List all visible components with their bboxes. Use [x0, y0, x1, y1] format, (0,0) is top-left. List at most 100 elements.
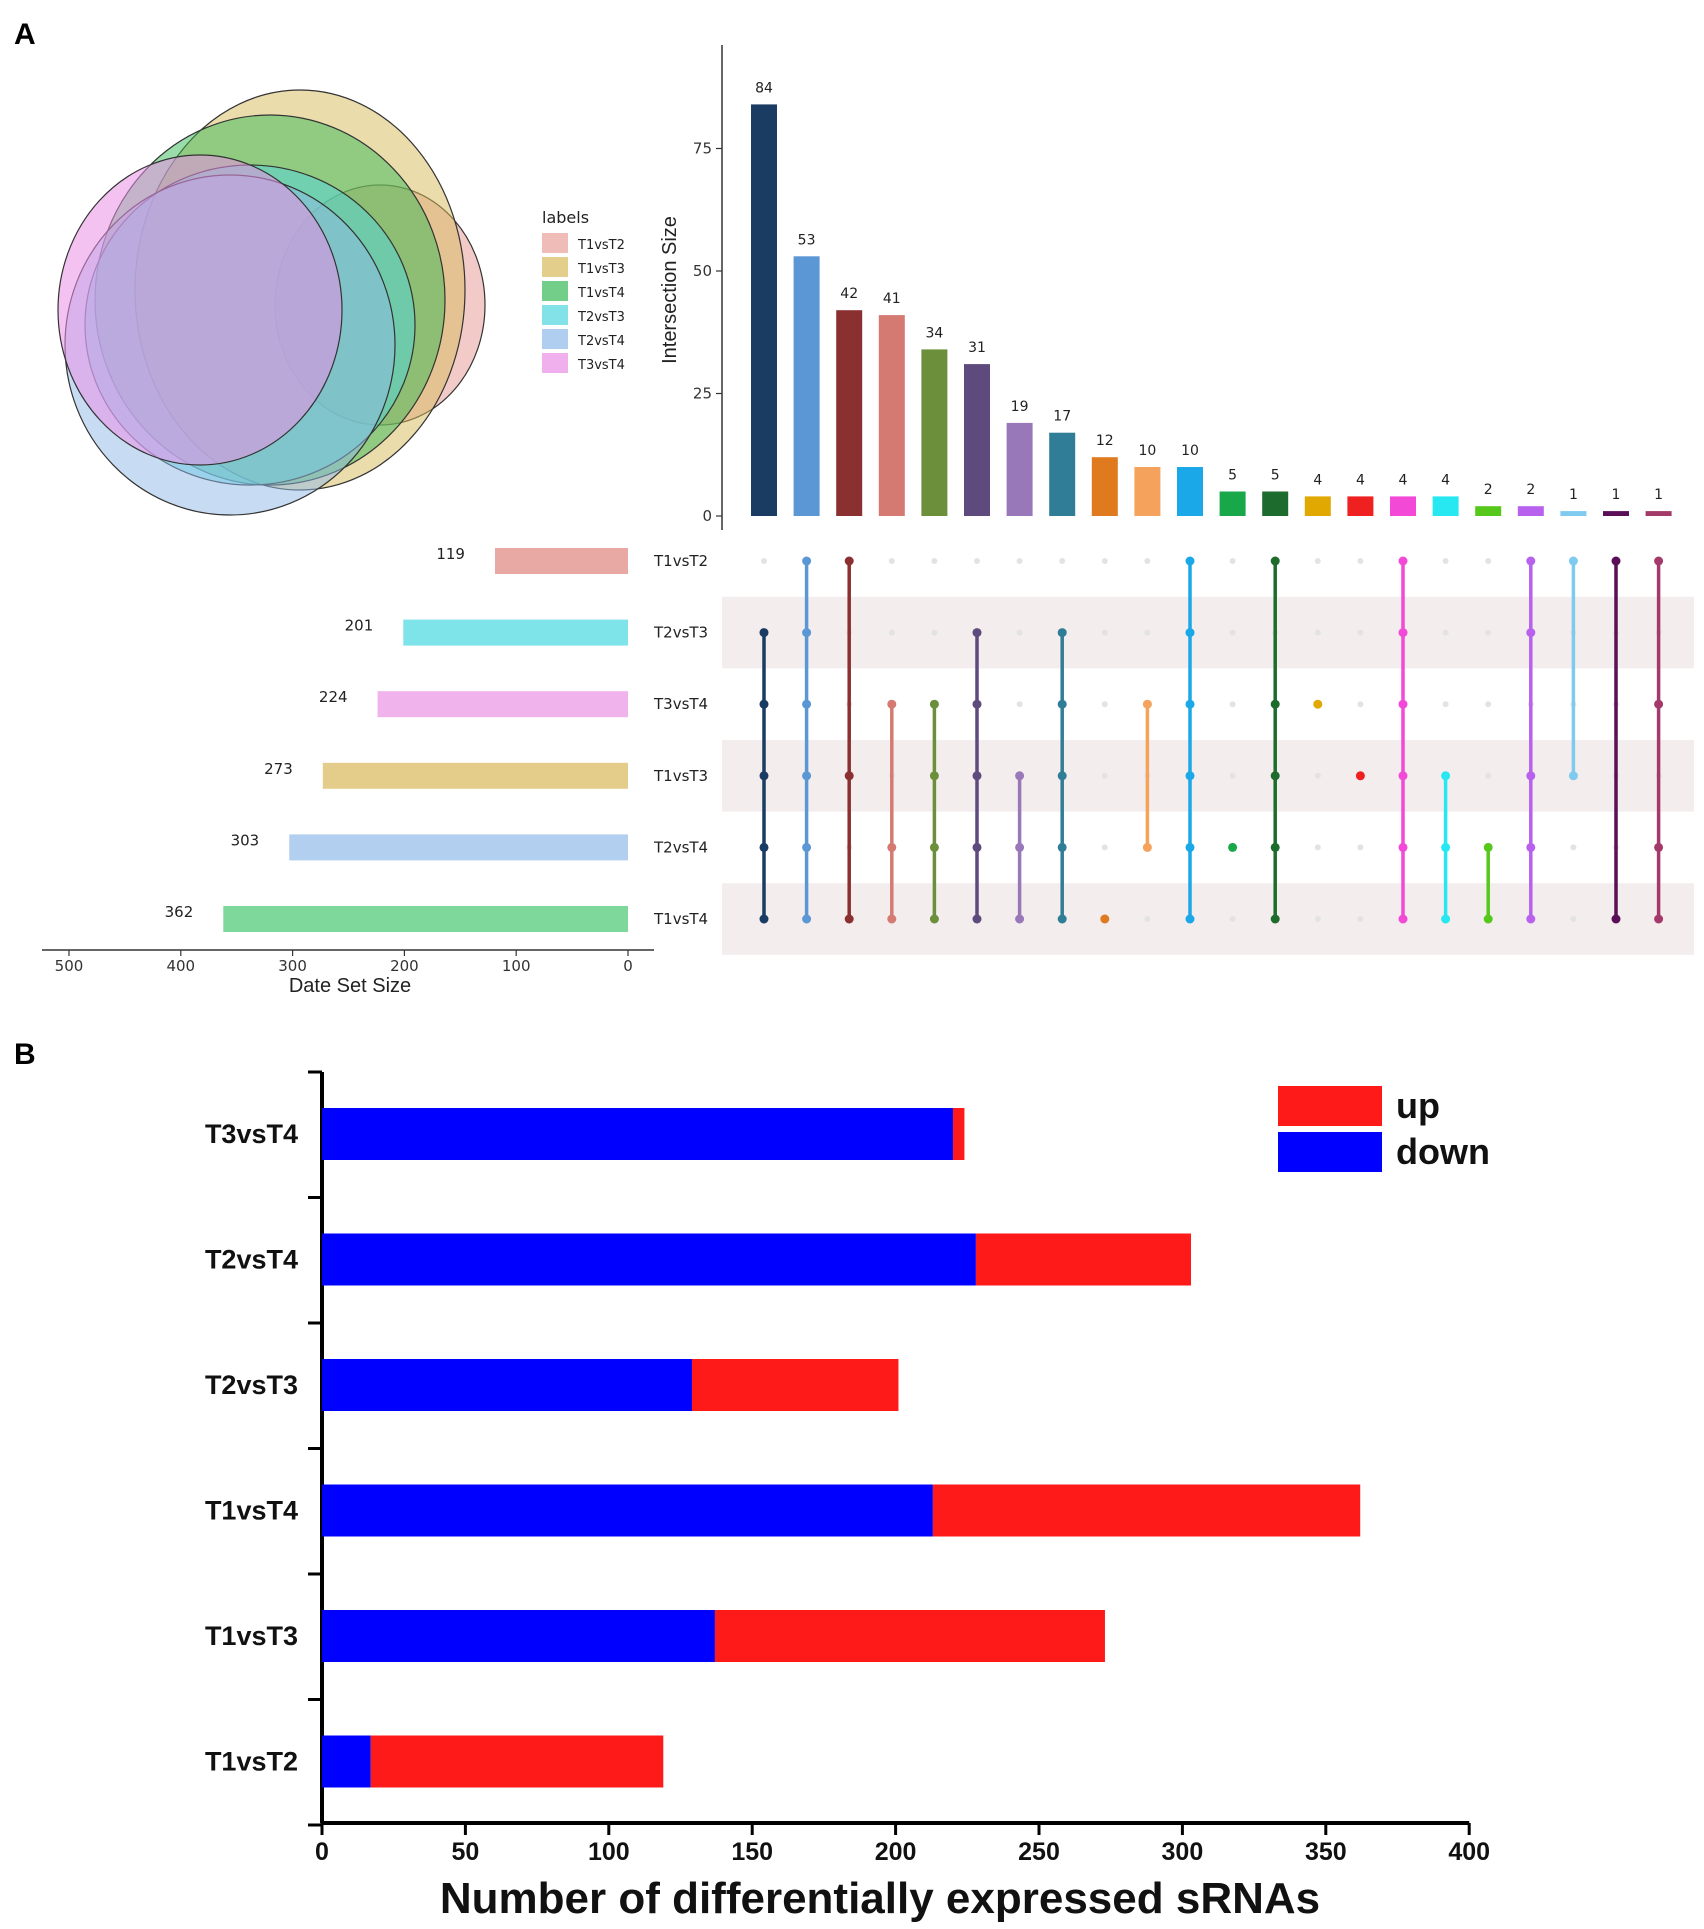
- panel-b-x-tick-label: 150: [731, 1838, 773, 1866]
- panel-b-bar-segment-up: [932, 1484, 1361, 1537]
- upset-matrix-dot: [1185, 914, 1195, 924]
- venn-legend-label: T1vsT2: [577, 238, 625, 253]
- upset-bar-label: 2: [1484, 482, 1493, 498]
- panel-b-legend-swatch: [1278, 1086, 1382, 1126]
- set-size-bar: [377, 691, 628, 718]
- upset-matrix-dot: [802, 628, 812, 638]
- upset-matrix-empty-dot: [1059, 558, 1066, 564]
- upset-bar: [1262, 491, 1289, 516]
- upset-matrix-dot: [972, 914, 982, 924]
- upset-bar-label: 4: [1441, 472, 1450, 488]
- set-size-x-tick-label: 300: [278, 957, 307, 975]
- upset-bar: [1517, 506, 1544, 516]
- upset-matrix-empty-dot: [1101, 701, 1108, 708]
- panel-b-x-tick-label: 300: [1162, 1838, 1204, 1866]
- upset-bar: [1134, 467, 1161, 516]
- upset-matrix-dot: [1611, 556, 1621, 566]
- set-size-bar-label: 362: [165, 903, 194, 921]
- panel-b-category-label: T2vsT4: [205, 1245, 298, 1275]
- upset-bar-label: 2: [1526, 482, 1535, 498]
- panel-b-x-tick-label: 200: [875, 1838, 917, 1866]
- upset-bar-label: 19: [1011, 399, 1029, 415]
- upset-bar-label: 1: [1654, 487, 1663, 503]
- upset-bar: [751, 104, 777, 517]
- set-size-bar: [322, 762, 628, 789]
- panel-b-category-label: T1vsT3: [205, 1621, 298, 1651]
- upset-matrix-empty-dot: [1229, 916, 1236, 922]
- upset-bar-label: 12: [1096, 433, 1114, 449]
- upset-matrix-dot: [844, 771, 854, 781]
- upset-bar: [1475, 506, 1502, 516]
- venn-legend-label: T3vsT4: [577, 358, 625, 373]
- upset-matrix-dot: [972, 842, 982, 852]
- upset-set-label: T3vsT4: [653, 695, 708, 713]
- upset-matrix-empty-dot: [931, 629, 938, 636]
- upset-matrix-dot: [1355, 771, 1365, 781]
- upset-set-label: T1vsT4: [653, 910, 708, 928]
- upset-matrix-empty-dot: [888, 629, 895, 636]
- upset-matrix-empty-dot: [1144, 558, 1151, 564]
- upset-matrix-dot: [1654, 914, 1664, 924]
- set-size-x-tick-label: 0: [623, 957, 633, 975]
- panel-b-category-label: T3vsT4: [205, 1119, 298, 1149]
- set-size-bar: [223, 906, 628, 932]
- set-size-bar: [494, 548, 628, 574]
- upset-matrix-empty-dot: [1101, 844, 1108, 851]
- upset-matrix-dot: [887, 914, 897, 924]
- panel-b-x-tick-label: 400: [1448, 1838, 1490, 1866]
- upset-matrix-dot: [1654, 556, 1664, 566]
- panel-b-bar-segment-down: [322, 1233, 976, 1286]
- panel-b-x-tick-label: 100: [588, 1838, 630, 1866]
- upset-bar: [964, 364, 990, 516]
- panel-b-category-label: T2vsT3: [205, 1370, 298, 1400]
- venn-legend-swatch: [542, 257, 568, 277]
- panel-b-bar-segment-up: [714, 1610, 1105, 1662]
- upset-matrix-empty-dot: [1314, 916, 1321, 922]
- set-size-bar-label: 224: [319, 688, 348, 706]
- upset-matrix-dot: [1483, 842, 1493, 852]
- upset-matrix-dot: [1398, 556, 1408, 566]
- venn-legend-label: T1vsT4: [577, 286, 625, 301]
- upset-matrix-dot: [972, 699, 982, 709]
- upset-bar: [1390, 496, 1416, 516]
- upset-bar-label: 34: [925, 325, 943, 341]
- upset-matrix-dot: [802, 771, 812, 781]
- upset-matrix-dot: [1185, 556, 1195, 566]
- upset-matrix-dot: [759, 842, 769, 852]
- upset-matrix-dot: [1057, 914, 1067, 924]
- set-size-x-tick-label: 200: [390, 957, 419, 975]
- venn-legend-swatch: [542, 281, 568, 301]
- upset-matrix-dot: [1057, 628, 1067, 638]
- upset-matrix-empty-dot: [1314, 558, 1321, 564]
- upset-matrix-empty-dot: [1570, 916, 1577, 922]
- upset-bar-label: 84: [755, 80, 773, 96]
- panel-b-x-axis-title: Number of differentially expressed sRNAs: [440, 1874, 1320, 1923]
- set-size-bar: [289, 834, 628, 861]
- upset-matrix-dot: [1100, 914, 1110, 924]
- upset-matrix-empty-dot: [1357, 629, 1364, 636]
- upset-matrix-empty-dot: [1357, 916, 1364, 922]
- upset-bar-label: 4: [1399, 472, 1408, 488]
- upset-bar: [1006, 422, 1033, 516]
- upset-matrix-dot: [1185, 842, 1195, 852]
- upset-matrix-dot: [1142, 699, 1152, 709]
- upset-matrix-dot: [1057, 771, 1067, 781]
- upset-bar: [1645, 511, 1672, 516]
- upset-matrix-empty-dot: [931, 558, 938, 564]
- upset-matrix-empty-dot: [1485, 558, 1492, 564]
- panel-b-letter: B: [14, 1038, 36, 1071]
- upset-matrix-dot: [1441, 842, 1451, 852]
- venn-legend-swatch: [542, 353, 568, 373]
- upset-bar-label: 5: [1271, 468, 1280, 484]
- upset-matrix-dot: [972, 771, 982, 781]
- upset-matrix-dot: [1057, 842, 1067, 852]
- upset-matrix-dot: [1398, 771, 1408, 781]
- upset-matrix-empty-dot: [1016, 558, 1023, 564]
- upset-matrix-dot: [1270, 914, 1280, 924]
- upset-bar: [1432, 496, 1459, 516]
- upset-matrix-dot: [1654, 699, 1664, 709]
- set-size-axis-title: Date Set Size: [289, 975, 411, 997]
- upset-matrix-empty-dot: [1485, 772, 1492, 779]
- upset-matrix-empty-dot: [1442, 629, 1449, 636]
